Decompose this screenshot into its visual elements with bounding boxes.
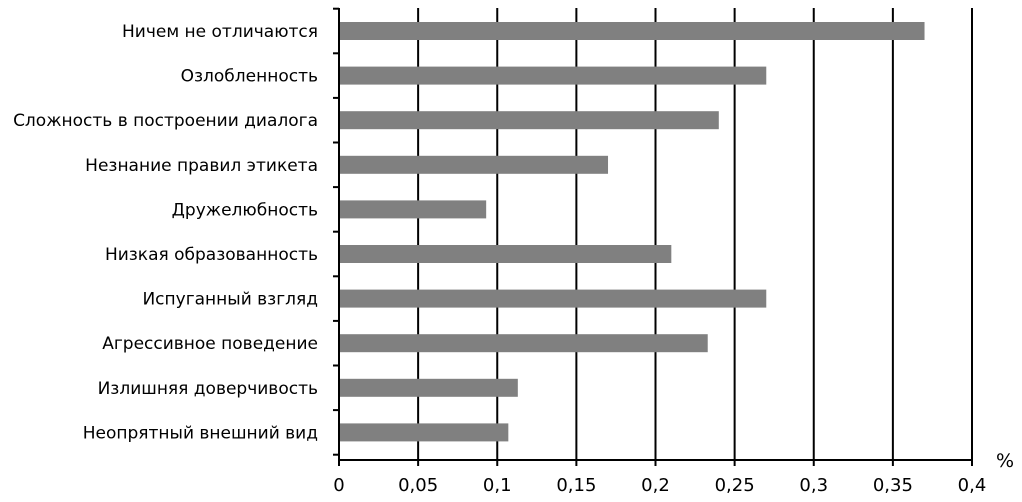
bar	[340, 378, 518, 397]
bar	[340, 66, 767, 85]
bar	[340, 22, 925, 40]
axes	[338, 8, 972, 461]
x-axis-label: %	[996, 450, 1014, 472]
x-tick-label: 0,4	[958, 475, 987, 496]
bar	[340, 245, 672, 263]
category-label: Ничем не отличаются	[122, 22, 318, 42]
bar	[340, 111, 719, 130]
bar	[340, 334, 708, 353]
x-tick-label: 0,1	[483, 475, 512, 496]
category-label: Неопрятный внешний вид	[83, 423, 318, 443]
x-tick-label: 0,2	[641, 475, 670, 496]
bar	[340, 289, 767, 308]
category-label: Низкая образованность	[105, 245, 318, 265]
category-label: Излишняя доверчивость	[98, 379, 318, 399]
x-tick-label: 0,35	[873, 475, 913, 496]
category-label: Агрессивное поведение	[102, 334, 318, 354]
category-label: Озлобленность	[181, 67, 318, 87]
category-label: Незнание правил этикета	[85, 156, 318, 176]
x-tick-label: 0	[333, 475, 344, 496]
category-label: Сложность в построении диалога	[13, 111, 318, 131]
bar	[340, 155, 609, 174]
category-label: Дружелюбность	[172, 200, 318, 220]
x-tick-label: 0,05	[398, 475, 438, 496]
bar	[340, 423, 509, 442]
x-tick-label: 0,15	[556, 475, 596, 496]
x-tick-label: 0,3	[799, 475, 828, 496]
category-labels: Ничем не отличаются Озлобленность Сложност…	[13, 22, 318, 443]
bars	[340, 22, 925, 442]
x-tick-labels: 0 0,05 0,1 0,15 0,2 0,25 0,3 0,35 0,4	[333, 475, 986, 496]
x-tick-label: 0,25	[715, 475, 755, 496]
category-label: Испуганный взгляд	[142, 290, 318, 310]
bar	[340, 200, 487, 219]
